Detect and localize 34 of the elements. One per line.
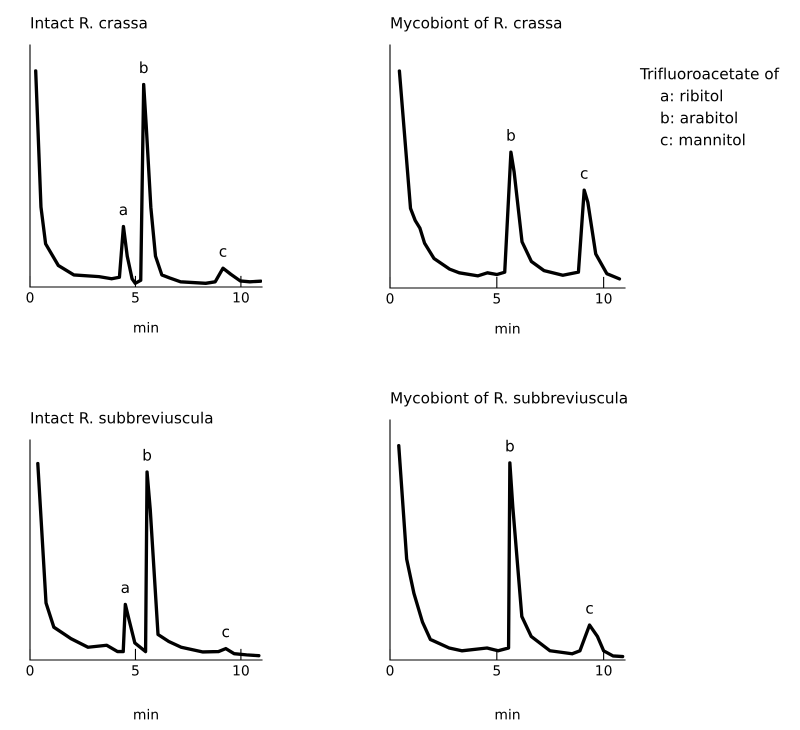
annotation: c <box>222 628 229 638</box>
x-tick-label: 5 <box>132 292 139 303</box>
x-tick-label: 10 <box>234 665 249 676</box>
text: Trifluoroacetate of <box>640 68 780 80</box>
annotation: c <box>580 170 588 179</box>
text: a: ribitol <box>660 90 722 102</box>
annotation: b <box>506 440 514 452</box>
x-tick-label: 10 <box>596 665 612 676</box>
x-tick-label: 5 <box>132 665 139 676</box>
x-tick-label: 0 <box>26 665 34 676</box>
x-tick-label: 10 <box>596 293 612 304</box>
annotation: a <box>120 206 127 216</box>
x-tick-label: 0 <box>26 292 34 303</box>
x-tick-label: 5 <box>493 293 500 304</box>
annotation: c <box>586 605 593 614</box>
x-axis-title: min <box>496 322 520 334</box>
annotation: b <box>140 61 148 74</box>
annotation: b <box>507 129 515 141</box>
x-axis-title: min <box>134 708 158 720</box>
x-tick-label: 0 <box>386 665 394 676</box>
x-tick-label: 10 <box>234 292 249 303</box>
x-tick-label: 0 <box>386 293 394 304</box>
text: c: mannitol <box>660 134 744 146</box>
chart-title: Mycobiont of R. subbreviuscula <box>392 392 627 407</box>
annotation: a <box>122 584 129 594</box>
chart-title: Intact R. crassa <box>32 17 146 29</box>
annotation: c <box>220 248 226 257</box>
text: b: arabitol <box>661 112 737 124</box>
x-tick-label: 5 <box>493 665 500 676</box>
annotation: b <box>144 448 152 461</box>
chart-title: Intact R. subbreviuscula <box>32 412 212 424</box>
x-axis-title: min <box>496 708 520 720</box>
x-axis-title: min <box>134 322 158 333</box>
chart-title: Mycobiont of R. crassa <box>392 16 562 32</box>
